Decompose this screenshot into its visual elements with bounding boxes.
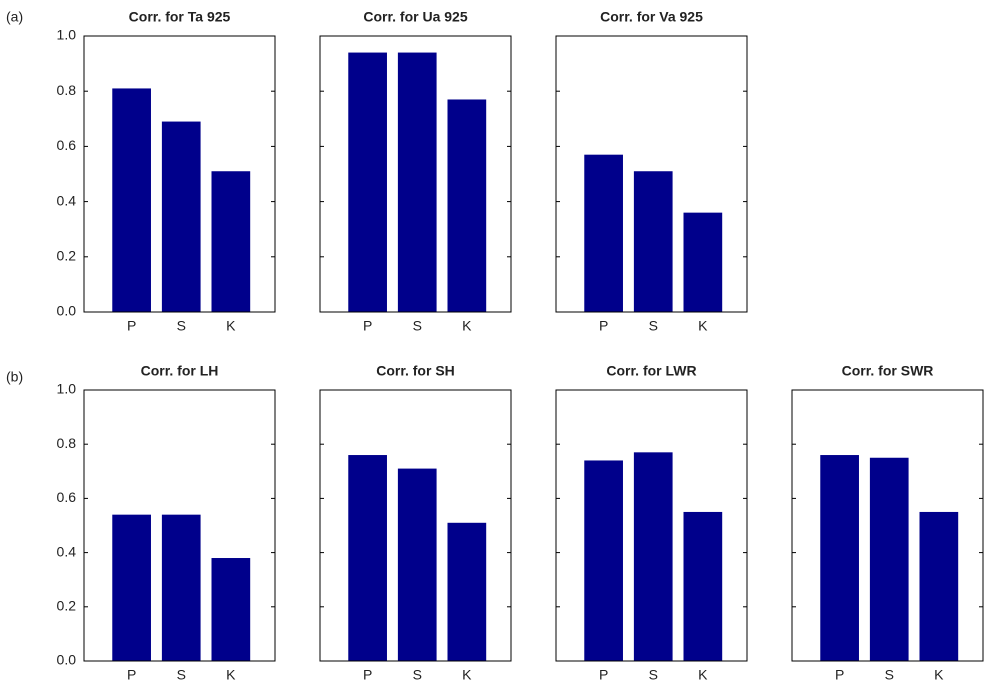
x-tick-label: S <box>413 318 422 334</box>
bar <box>584 460 623 661</box>
y-tick-label: 0.0 <box>57 652 77 668</box>
plot-frame <box>319 389 512 662</box>
bar <box>112 88 151 312</box>
panel-label: (a) <box>6 9 23 25</box>
chart-title: Corr. for Ua 925 <box>363 9 467 25</box>
x-tick-label: K <box>226 318 236 334</box>
plot-frame <box>555 35 748 313</box>
x-tick-label: P <box>835 667 844 683</box>
x-tick-label: P <box>599 318 608 334</box>
bar <box>397 468 437 661</box>
y-tick-label: 1.0 <box>57 27 77 43</box>
bar <box>683 511 723 661</box>
x-tick-label: S <box>177 667 186 683</box>
x-tick-label: P <box>127 667 136 683</box>
y-tick-label: 0.6 <box>57 137 77 153</box>
x-tick-label: S <box>885 667 894 683</box>
chart-title: Corr. for SH <box>376 363 455 379</box>
x-tick-label: S <box>649 667 658 683</box>
x-tick-label: K <box>934 667 944 683</box>
plot-frame <box>319 35 512 313</box>
x-tick-label: P <box>127 318 136 334</box>
x-tick-label: K <box>698 667 708 683</box>
bar <box>161 121 201 312</box>
x-tick-label: S <box>413 667 422 683</box>
x-tick-label: K <box>462 318 472 334</box>
x-tick-label: K <box>698 318 708 334</box>
bar <box>820 455 859 661</box>
y-tick-label: 0.8 <box>57 82 77 98</box>
bar <box>919 511 959 661</box>
bar <box>447 99 487 312</box>
x-tick-label: K <box>226 667 236 683</box>
bar <box>112 514 151 661</box>
chart-title: Corr. for LH <box>141 363 219 379</box>
bar <box>683 212 723 312</box>
panel-label: (b) <box>6 369 23 385</box>
y-tick-label: 0.4 <box>57 192 77 208</box>
x-tick-label: S <box>177 318 186 334</box>
bar <box>211 558 251 661</box>
plot-frame <box>555 389 748 662</box>
bar <box>869 457 909 661</box>
chart-title: Corr. for LWR <box>606 363 696 379</box>
x-tick-label: P <box>363 318 372 334</box>
bar <box>211 171 251 312</box>
plot-frame <box>83 389 276 662</box>
plot-frame <box>791 389 984 662</box>
bar <box>584 154 623 312</box>
plot-frame <box>83 35 276 313</box>
bar <box>348 52 387 313</box>
bar <box>633 452 673 661</box>
y-tick-label: 0.8 <box>57 435 77 451</box>
chart-title: Corr. for SWR <box>842 363 934 379</box>
chart-title: Corr. for Ta 925 <box>129 9 231 25</box>
y-tick-label: 0.2 <box>57 598 77 614</box>
x-tick-label: S <box>649 318 658 334</box>
y-tick-label: 0.2 <box>57 248 77 264</box>
x-tick-label: P <box>599 667 608 683</box>
bar <box>633 171 673 312</box>
y-tick-label: 0.4 <box>57 543 77 559</box>
y-tick-label: 1.0 <box>57 381 77 397</box>
x-tick-label: P <box>363 667 372 683</box>
bar <box>447 522 487 661</box>
y-tick-label: 0.0 <box>57 303 77 319</box>
chart-title: Corr. for Va 925 <box>600 9 703 25</box>
bar <box>161 514 201 661</box>
bar <box>397 52 437 313</box>
y-tick-label: 0.6 <box>57 489 77 505</box>
x-tick-label: K <box>462 667 472 683</box>
bar <box>348 455 387 661</box>
